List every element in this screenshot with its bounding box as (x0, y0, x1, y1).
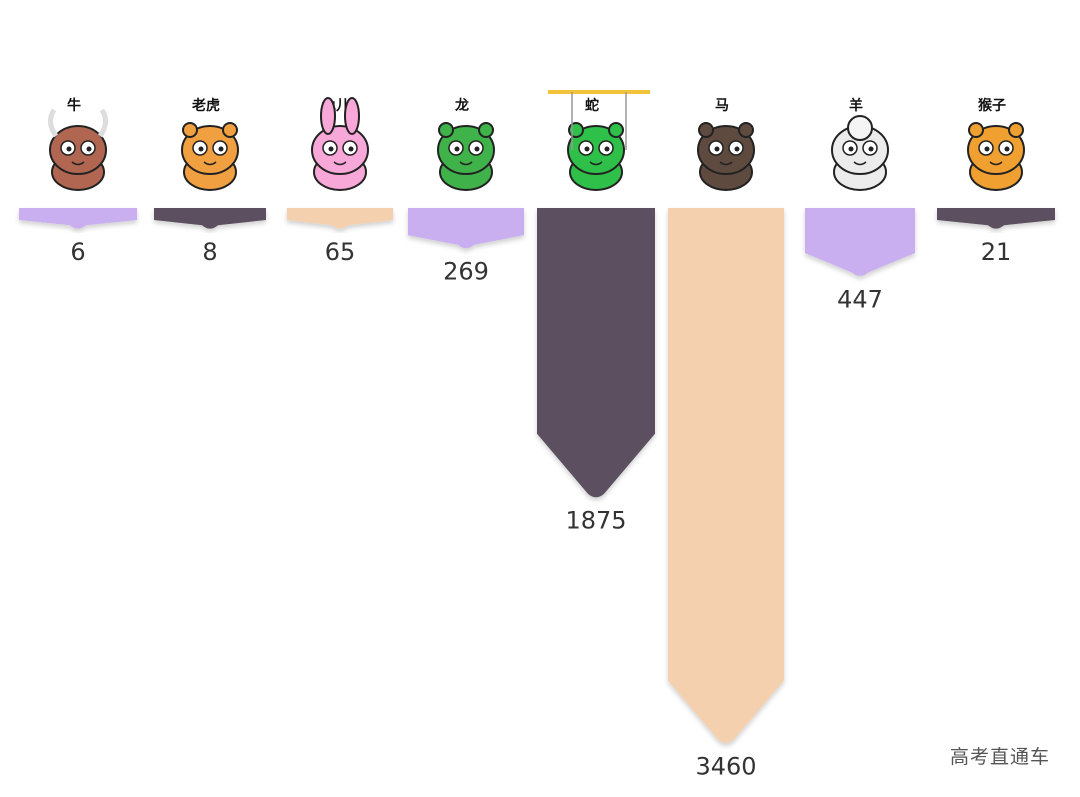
tiger-icon (181, 122, 239, 191)
horse-icon (697, 122, 755, 191)
bar-2 (287, 208, 393, 229)
category-label-7: 猴子 (977, 97, 1006, 114)
value-label-0: 6 (70, 238, 85, 266)
value-label-2: 65 (325, 238, 356, 266)
bar-4 (537, 208, 655, 498)
dragon-icon (437, 122, 495, 191)
monkey-icon (967, 122, 1025, 191)
value-label-7: 21 (981, 238, 1012, 266)
bar-0 (19, 208, 137, 229)
ox-icon (48, 108, 108, 191)
category-label-5: 马 (715, 98, 729, 114)
swing-decoration (548, 90, 650, 150)
category-label-3: 龙 (454, 97, 469, 114)
bar-6 (805, 208, 915, 276)
watermark: 高考直通车 (949, 746, 1050, 768)
bar-7 (937, 208, 1055, 229)
value-label-5: 3460 (695, 752, 756, 780)
category-label-0: 牛 (67, 97, 81, 114)
snake-icon (567, 122, 625, 191)
rabbit-icon (311, 97, 369, 191)
value-label-3: 269 (443, 258, 489, 286)
sheep-icon (831, 115, 889, 191)
value-label-4: 1875 (565, 507, 626, 535)
category-label-6: 羊 (849, 97, 863, 114)
bar-3 (408, 208, 524, 249)
bar-1 (154, 208, 266, 229)
value-label-1: 8 (202, 238, 217, 266)
value-label-6: 447 (837, 285, 883, 313)
category-label-4: 蛇 (585, 97, 599, 114)
bar-5 (668, 208, 784, 743)
category-label-1: 老虎 (192, 97, 220, 114)
